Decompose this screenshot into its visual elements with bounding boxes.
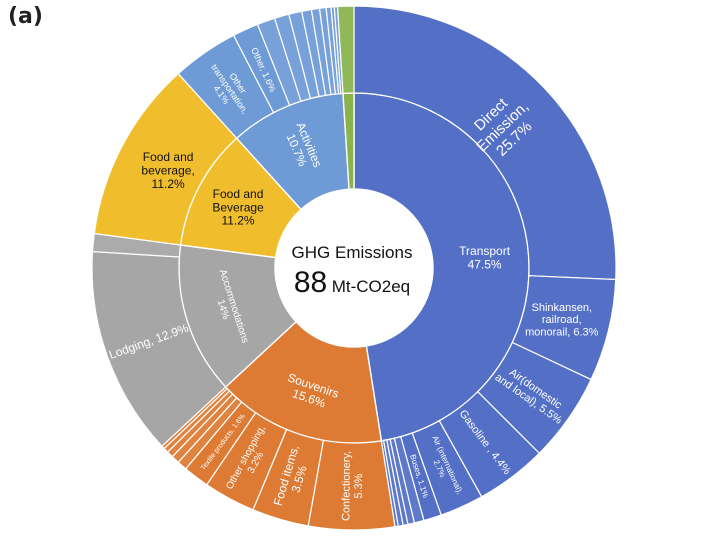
outer-label-food-and-beverage-11-2: Food and beverage, 11.2% — [141, 150, 194, 191]
inner-label-food-and-beverage: Food and Beverage 11.2% — [212, 187, 264, 228]
outer-segment-transport-0 — [353, 5, 617, 281]
outer-label-shinkansen-railroad-monorail-6-3: Shinkansen, railroad, monorail, 6.3% — [525, 302, 599, 339]
center-value-unit: Mt-CO2eq — [331, 277, 411, 296]
center-value-number: 88 — [293, 266, 328, 299]
segments-layer — [91, 5, 617, 531]
center-hole — [275, 189, 433, 347]
outer-label-confectionery-5-3: Confectionery,5.3% — [340, 451, 365, 521]
center-title: GHG Emissions — [291, 243, 413, 262]
center-value: 88 Mt-CO2eq — [252, 266, 452, 300]
inner-label-transport: Transport 47.5% — [459, 244, 511, 271]
panel-label: (a) — [8, 4, 43, 29]
outer-segment-other-34 — [336, 5, 355, 94]
